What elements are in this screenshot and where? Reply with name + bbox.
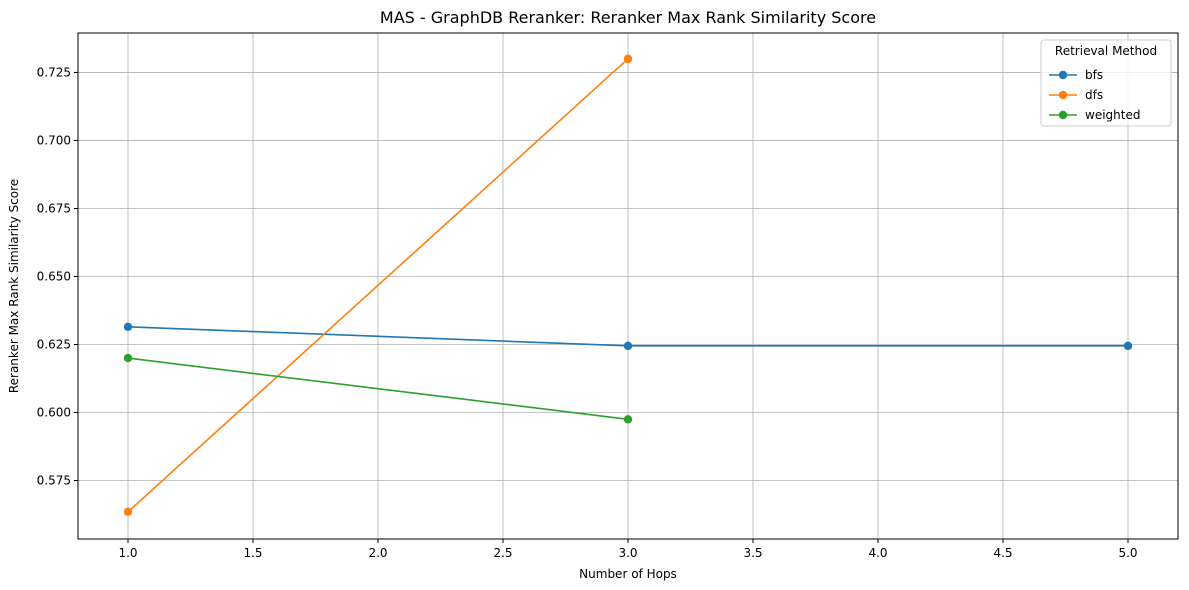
x-tick-label: 3.0 <box>618 546 637 560</box>
y-tick-label: 0.675 <box>37 201 71 215</box>
chart-title: MAS - GraphDB Reranker: Reranker Max Ran… <box>380 8 876 27</box>
data-point-dfs <box>123 507 133 516</box>
data-point-weighted <box>123 353 133 363</box>
x-tick-label: 3.5 <box>743 546 762 560</box>
legend-label-weighted: weighted <box>1085 108 1140 122</box>
data-point-weighted <box>623 415 633 424</box>
series-lines <box>123 54 1133 516</box>
y-tick-label: 0.625 <box>37 337 71 351</box>
legend-marker-weighted <box>1058 110 1068 120</box>
x-tick-label: 4.5 <box>993 546 1012 560</box>
x-tick-label: 2.5 <box>493 546 512 560</box>
legend-marker-bfs <box>1058 70 1068 80</box>
y-axis-label: Reranker Max Rank Similarity Score <box>7 179 21 393</box>
data-point-dfs <box>623 54 633 64</box>
data-point-bfs <box>623 341 633 351</box>
y-tick-label: 0.600 <box>37 406 71 420</box>
axis-ticks: 1.0 1.5 2.0 2.5 3.0 3.5 4.0 4.5 5.0 0.575 0.600 0.6… <box>37 65 1138 560</box>
x-axis-label: Number of Hops <box>579 567 677 581</box>
data-point-bfs <box>1123 341 1133 351</box>
y-tick-label: 0.650 <box>37 269 71 283</box>
series-line-dfs <box>127 58 629 513</box>
data-point-bfs <box>123 322 133 332</box>
x-tick-label: 1.0 <box>118 546 137 560</box>
legend-label-bfs: bfs <box>1085 68 1103 82</box>
legend-box <box>1040 39 1172 127</box>
grid-lines <box>78 33 1178 539</box>
x-tick-label: 1.5 <box>243 546 262 560</box>
y-tick-label: 0.575 <box>37 474 71 488</box>
legend-title: Retrieval Method <box>1055 44 1157 58</box>
x-tick-label: 4.0 <box>868 546 887 560</box>
legend-label-dfs: dfs <box>1085 88 1103 102</box>
y-tick-label: 0.700 <box>37 133 71 147</box>
series-line-weighted <box>127 357 629 421</box>
legend-items: bfs dfs weighted <box>1049 68 1140 122</box>
x-tick-label: 5.0 <box>1118 546 1137 560</box>
x-tick-label: 2.0 <box>368 546 387 560</box>
legend: Retrieval Method bfs dfs weighted <box>1040 39 1172 127</box>
legend-marker-dfs <box>1058 90 1068 100</box>
y-tick-label: 0.725 <box>37 65 71 79</box>
